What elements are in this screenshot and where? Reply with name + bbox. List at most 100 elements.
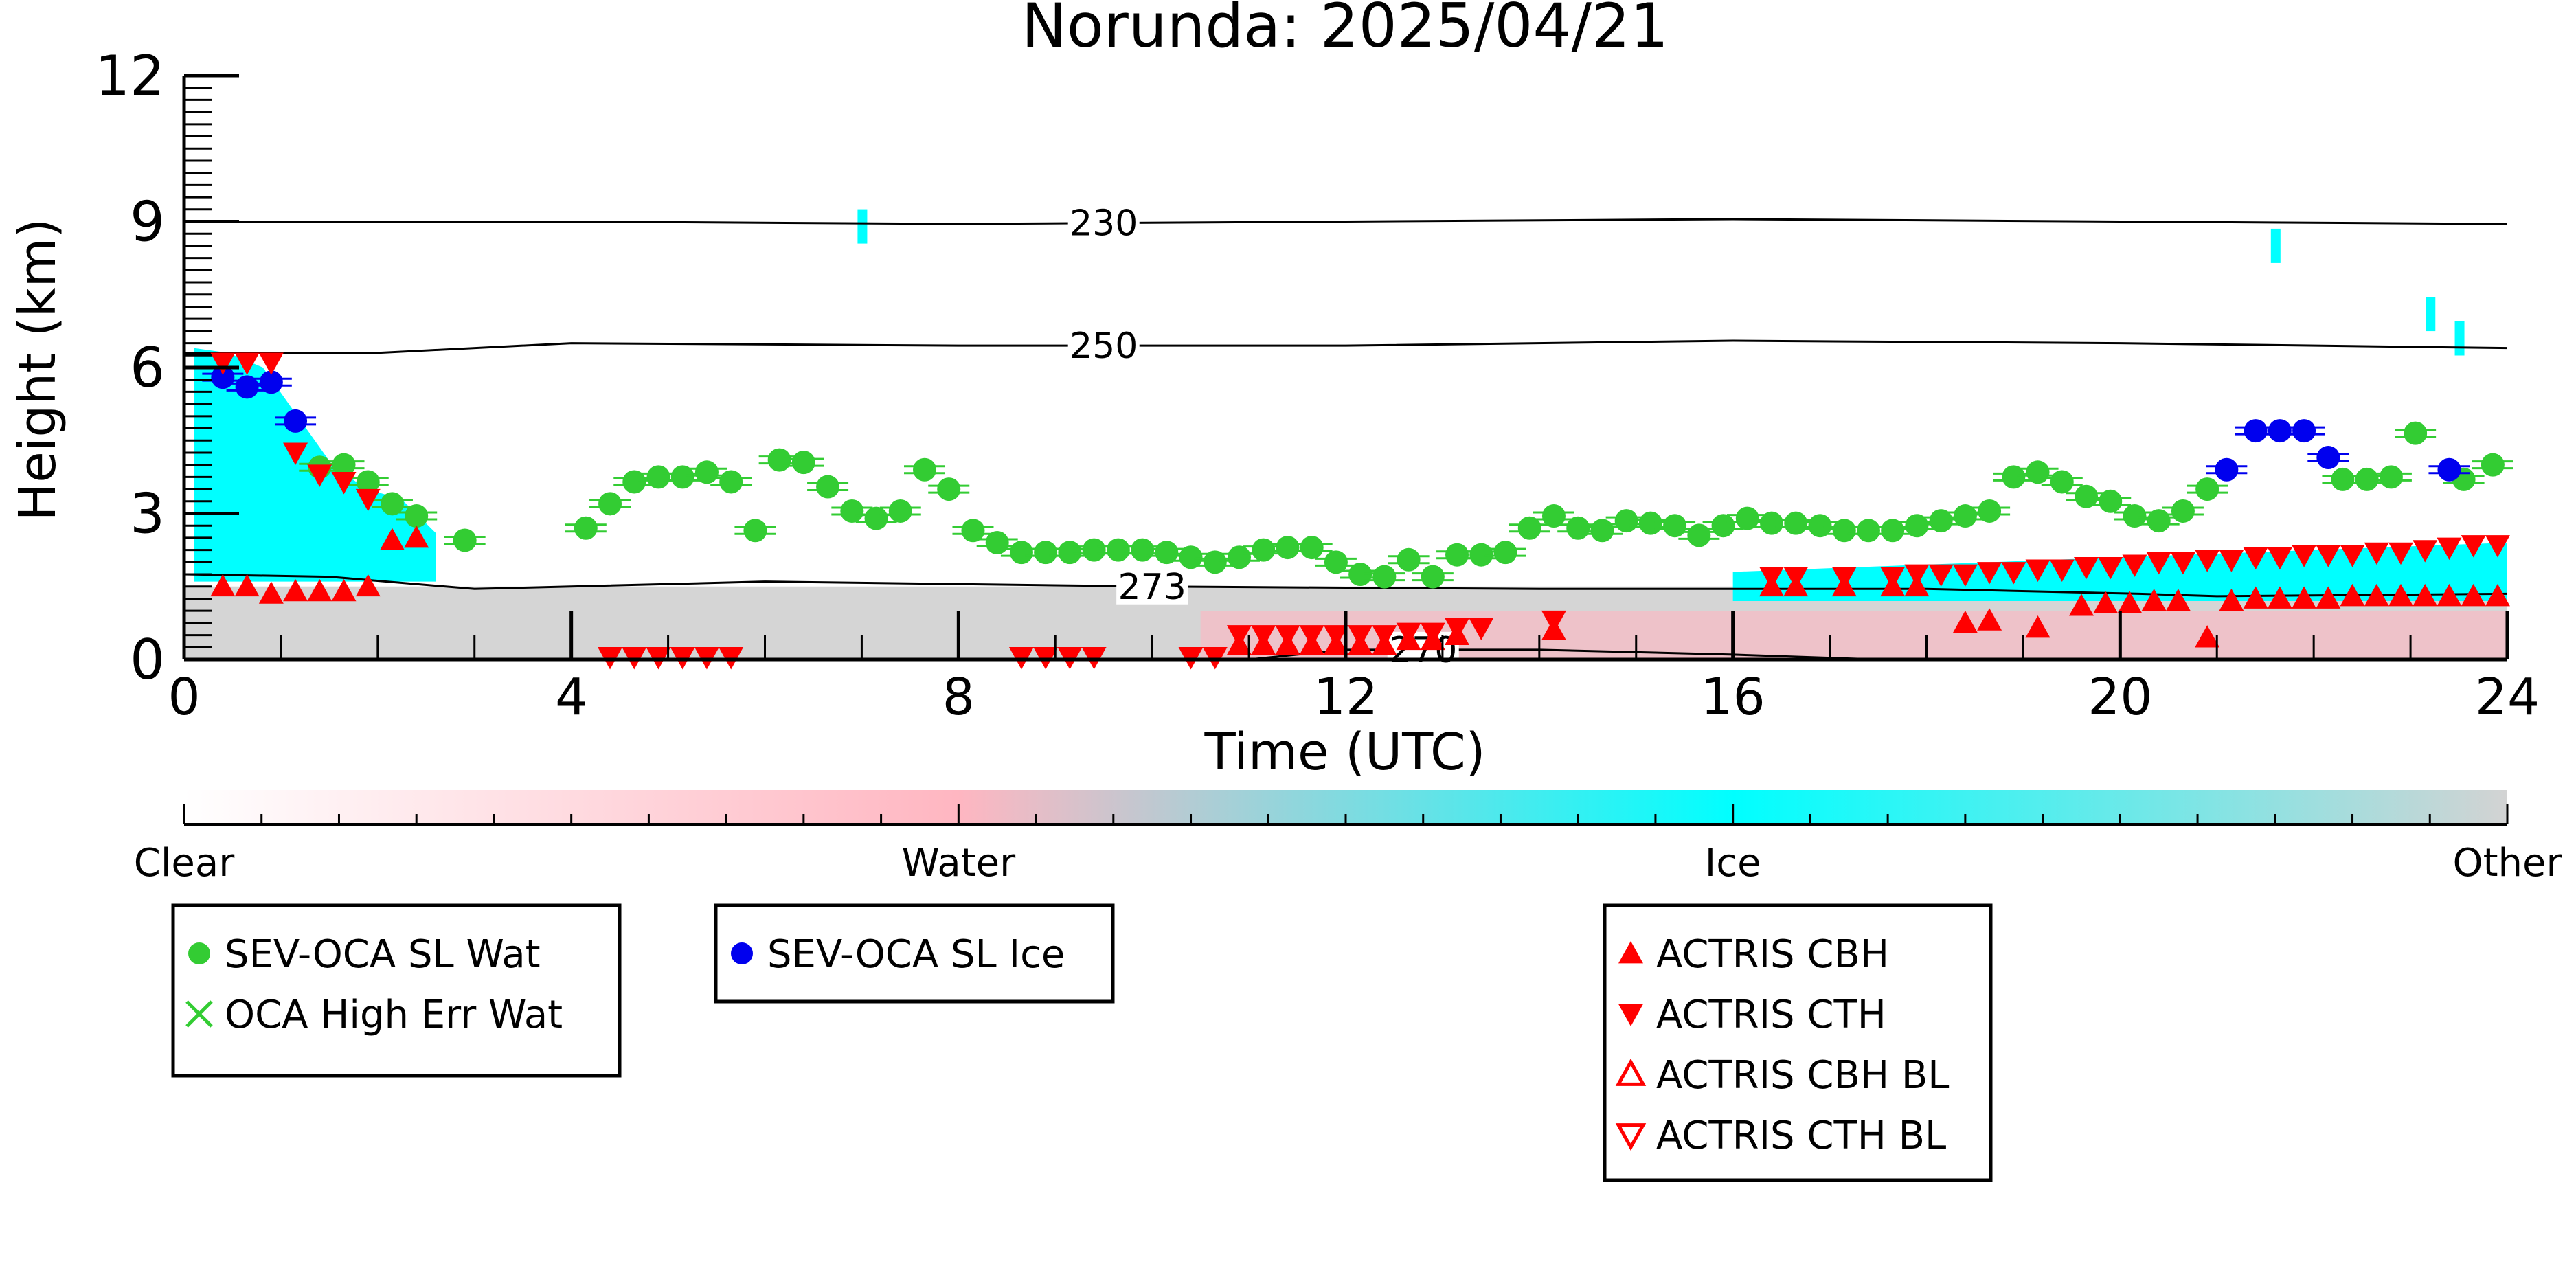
actris-cth-point — [2025, 559, 2050, 582]
actris-cbh-point — [2316, 586, 2341, 609]
sev-oca-sl-wat-point — [1735, 506, 1759, 530]
sev-oca-sl-wat-point — [1203, 550, 1227, 574]
legend-label: SEV-OCA SL Wat — [225, 932, 541, 977]
legend-marker — [1615, 1123, 1647, 1151]
sev-oca-sl-wat-point — [937, 477, 961, 501]
contour-label: 250 — [1070, 326, 1138, 367]
sev-oca-sl-wat-point — [1517, 516, 1541, 540]
x-tick-label: 0 — [168, 668, 200, 727]
sev-oca-sl-ice-point — [2437, 457, 2461, 482]
legend-marker — [731, 942, 753, 964]
contour-line — [184, 339, 2508, 354]
actris-cth-point — [2267, 547, 2292, 570]
sev-oca-sl-ice-point — [235, 375, 259, 399]
temperature-contours: 230 250 273 270 — [183, 203, 2508, 671]
actris-cth-point — [1445, 618, 1470, 640]
sev-oca-sl-wat-point — [1034, 541, 1058, 565]
actris-cbh-point — [1952, 610, 1978, 633]
contour-label: 273 — [1118, 567, 1186, 608]
actris-cth-point — [1372, 625, 1397, 648]
ice-wisp — [2270, 228, 2281, 263]
sev-oca-sl-wat-point — [332, 453, 356, 477]
x-tick-label: 16 — [1701, 668, 1765, 727]
actris-cth-point — [331, 472, 357, 495]
actris-cth-point — [2122, 554, 2147, 577]
sev-oca-sl-wat-point — [1905, 514, 1929, 538]
y-tick-label: 12 — [95, 44, 165, 108]
actris-cbh-point — [2117, 591, 2143, 613]
sev-oca-sl-wat-point — [2050, 470, 2074, 494]
legend-label: SEV-OCA SL Ice — [767, 932, 1065, 977]
actris-cth-point — [1783, 567, 1809, 589]
sev-oca-sl-wat-point — [888, 499, 912, 523]
sev-oca-sl-ice-point — [2244, 419, 2268, 443]
chart-title: Norunda: 2025/04/21 — [1021, 0, 1669, 61]
sev-oca-sl-wat-point — [405, 504, 429, 528]
sev-oca-sl-wat-point — [2379, 465, 2403, 489]
actris-cth-point — [283, 442, 308, 465]
actris-cbh-point — [2292, 586, 2317, 609]
actris-cth-point — [210, 352, 236, 375]
ice-wisp — [857, 209, 868, 244]
sev-oca-sl-wat-point — [816, 475, 840, 499]
actris-cth-point — [2146, 552, 2171, 575]
legend-box — [714, 903, 1115, 1004]
actris-cth-point — [1323, 625, 1348, 648]
cloud-phase-background — [184, 209, 2507, 659]
contour-label: 270 — [1389, 630, 1457, 671]
contour-line — [184, 218, 2508, 225]
actris-cbh-point — [2364, 583, 2389, 607]
sev-oca-sl-wat-point — [1009, 541, 1033, 565]
actris-cth-point — [2219, 550, 2244, 572]
actris-cbh-point — [258, 581, 284, 604]
actris-cth-point — [2485, 535, 2510, 558]
sev-oca-sl-wat-point — [1687, 523, 1711, 547]
colorbar-label: Other — [2452, 841, 2562, 885]
actris-cbh-point — [307, 578, 332, 602]
sev-oca-sl-wat-point — [1493, 541, 1517, 565]
phase-colorbar: Clear Water Ice Other — [134, 790, 2562, 885]
actris-cbh-point — [2485, 583, 2510, 607]
sev-oca-sl-wat-point — [1760, 511, 1784, 535]
actris-cth-point — [234, 352, 260, 375]
actris-cth-point — [1348, 625, 1373, 648]
x-tick-label: 20 — [2088, 668, 2152, 727]
x-tick-label: 12 — [1313, 668, 1378, 727]
sev-oca-sl-wat-point — [840, 499, 864, 523]
actris-cth-point — [2437, 537, 2462, 561]
sev-oca-sl-wat-point — [1881, 519, 1905, 543]
sev-oca-sl-wat-point — [1711, 514, 1735, 538]
actris-cbh-point — [2267, 586, 2292, 609]
legend-label: ACTRIS CBH BL — [1656, 1053, 1949, 1098]
colorbar-label: Clear — [134, 841, 235, 885]
legend-marker — [1615, 1058, 1647, 1086]
actris-cth-point — [2364, 542, 2389, 565]
actris-cbh-point — [331, 578, 357, 602]
actris-cth-point — [1977, 562, 2002, 585]
contour-label-bg — [1116, 568, 1188, 605]
sev-oca-sl-wat-point — [1106, 538, 1130, 562]
actris-cbh-point — [234, 574, 260, 597]
legend-marker — [188, 942, 210, 964]
sev-oca-sl-ice-point — [259, 370, 283, 394]
legend-label: ACTRIS CBH — [1656, 932, 1889, 977]
sev-oca-sl-wat-point — [1276, 536, 1300, 560]
actris-cth-point — [1831, 567, 1857, 589]
sev-oca-sl-ice-point — [284, 409, 308, 433]
sev-oca-sl-wat-point — [1541, 504, 1566, 528]
actris-cth-point — [307, 464, 332, 487]
actris-cth-point — [2413, 540, 2438, 563]
actris-cbh-point — [2165, 589, 2191, 611]
legend-marker — [1618, 1004, 1643, 1026]
actris-cth-point — [2074, 557, 2099, 580]
sev-oca-sl-wat-point — [694, 460, 719, 484]
sev-oca-sl-wat-point — [1856, 519, 1880, 543]
actris-cth-point — [355, 488, 381, 512]
sev-oca-sl-wat-point — [913, 457, 937, 482]
actris-cth-point — [1251, 625, 1276, 648]
sev-oca-sl-wat-point — [2099, 489, 2123, 513]
actris-cth-point — [2098, 557, 2123, 580]
sev-oca-sl-wat-point — [2026, 460, 2050, 484]
actris-cth-point — [1904, 564, 1930, 587]
sev-oca-sl-wat-point — [670, 465, 694, 489]
